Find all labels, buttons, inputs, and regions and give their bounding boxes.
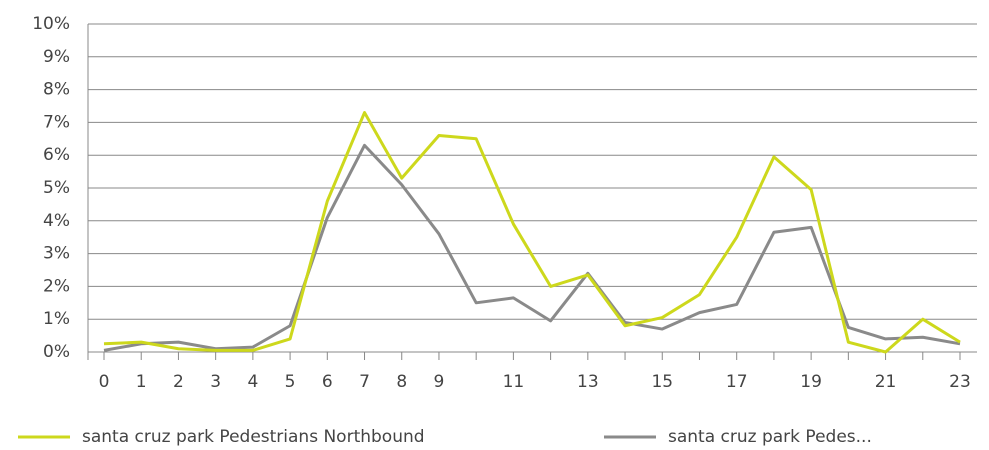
x-tick-label: 15 [651,372,673,392]
x-tick-label: 21 [875,372,897,392]
y-tick-label: 6% [43,145,70,165]
y-tick-label: 1% [43,309,70,329]
y-tick-label: 3% [43,244,70,264]
y-tick-label: 7% [43,112,70,132]
x-tick-label: 17 [726,372,748,392]
y-tick-label: 9% [43,47,70,67]
x-tick-label: 9 [434,372,445,392]
legend-label: santa cruz park Pedestrians Northbound [82,427,425,447]
x-tick-label: 19 [800,372,822,392]
x-tick-label: 2 [173,372,184,392]
y-tick-label: 0% [43,342,70,362]
y-tick-label: 5% [43,178,70,198]
x-tick-label: 6 [322,372,333,392]
x-tick-label: 1 [136,372,147,392]
x-tick-label: 11 [503,372,525,392]
y-tick-label: 4% [43,211,70,231]
x-tick-label: 8 [396,372,407,392]
x-tick-label: 4 [247,372,258,392]
x-tick-label: 5 [285,372,296,392]
series-line [103,111,961,354]
y-tick-label: 8% [43,80,70,100]
y-tick-label: 10% [32,14,70,34]
series-line [103,143,961,352]
x-tick-label: 7 [359,372,370,392]
x-tick-label: 23 [949,372,971,392]
y-tick-label: 2% [43,276,70,296]
legend-label: santa cruz park Pedes... [668,427,872,447]
x-tick-label: 3 [210,372,221,392]
x-tick-label: 13 [577,372,599,392]
x-tick-label: 0 [99,372,110,392]
